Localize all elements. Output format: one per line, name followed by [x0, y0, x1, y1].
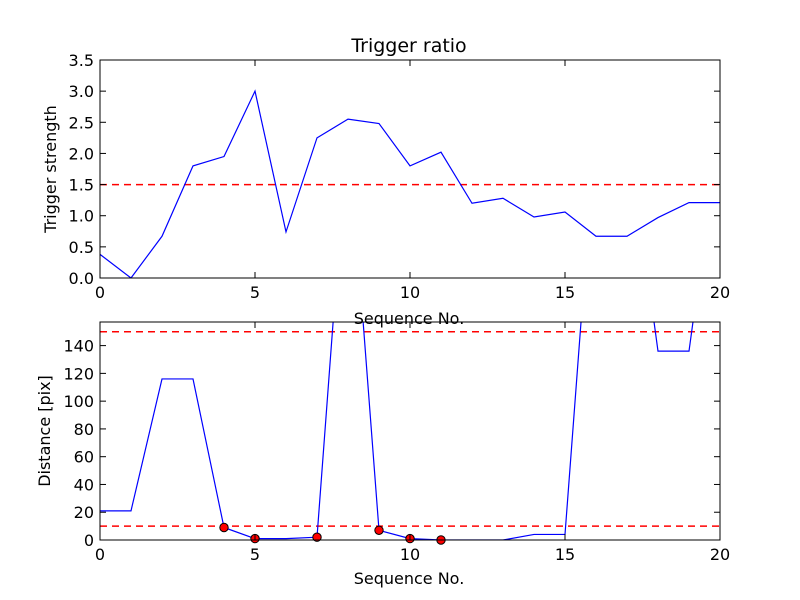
data-point-marker: [219, 522, 229, 533]
chart-title: Trigger ratio: [350, 35, 466, 57]
plot-area: [100, 322, 720, 540]
distance-panel: Sequence No. Distance [pix] 0 5 10 15 20 0 20 4…: [35, 321, 730, 588]
y-tick-label: 40: [74, 475, 94, 494]
data-point-marker: [374, 525, 384, 535]
series-line: [100, 322, 694, 540]
x-axis-label: Sequence No.: [354, 569, 465, 588]
x-tick-label: 5: [250, 545, 260, 564]
y-tick-label: 20: [74, 503, 94, 522]
x-axis-label: Sequence No.: [354, 309, 465, 328]
y-tick-label: 0.5: [69, 238, 94, 257]
y-tick-label: 60: [74, 448, 94, 467]
y-tick-label: 2.5: [69, 113, 94, 132]
y-tick-label: 2.0: [69, 144, 94, 163]
series-line: [100, 89, 720, 278]
y-tick-label: 140: [63, 337, 94, 356]
plot-frame: [99, 321, 721, 541]
y-tick-label: 1.0: [69, 207, 94, 226]
y-tick-label: 120: [63, 364, 94, 383]
trigger-ratio-panel: Trigger ratio Sequence No. Trigger stren…: [41, 35, 730, 328]
plot-area: [100, 89, 720, 278]
x-tick-label: 15: [555, 283, 575, 302]
y-tick-label: 1.5: [69, 176, 94, 195]
x-tick-label: 15: [555, 545, 575, 564]
data-point-marker: [312, 532, 322, 542]
y-tick-label: 80: [74, 420, 94, 439]
x-tick-label: 10: [400, 545, 420, 564]
y-tick-label: 0.0: [69, 269, 94, 288]
plot-frame: [99, 59, 721, 279]
x-tick-label: 20: [710, 545, 730, 564]
x-tick-label: 0: [95, 545, 105, 564]
x-tick-label: 20: [710, 283, 730, 302]
y-tick-label: 0: [84, 531, 94, 550]
y-axis-label: Trigger strength: [41, 105, 60, 234]
y-tick-label: 100: [63, 392, 94, 411]
y-tick-label: 3.5: [69, 51, 94, 70]
x-tick-label: 5: [250, 283, 260, 302]
x-tick-label: 10: [400, 283, 420, 302]
x-tick-label: 0: [95, 283, 105, 302]
y-axis-label: Distance [pix]: [35, 375, 54, 487]
y-tick-label: 3.0: [69, 82, 94, 101]
